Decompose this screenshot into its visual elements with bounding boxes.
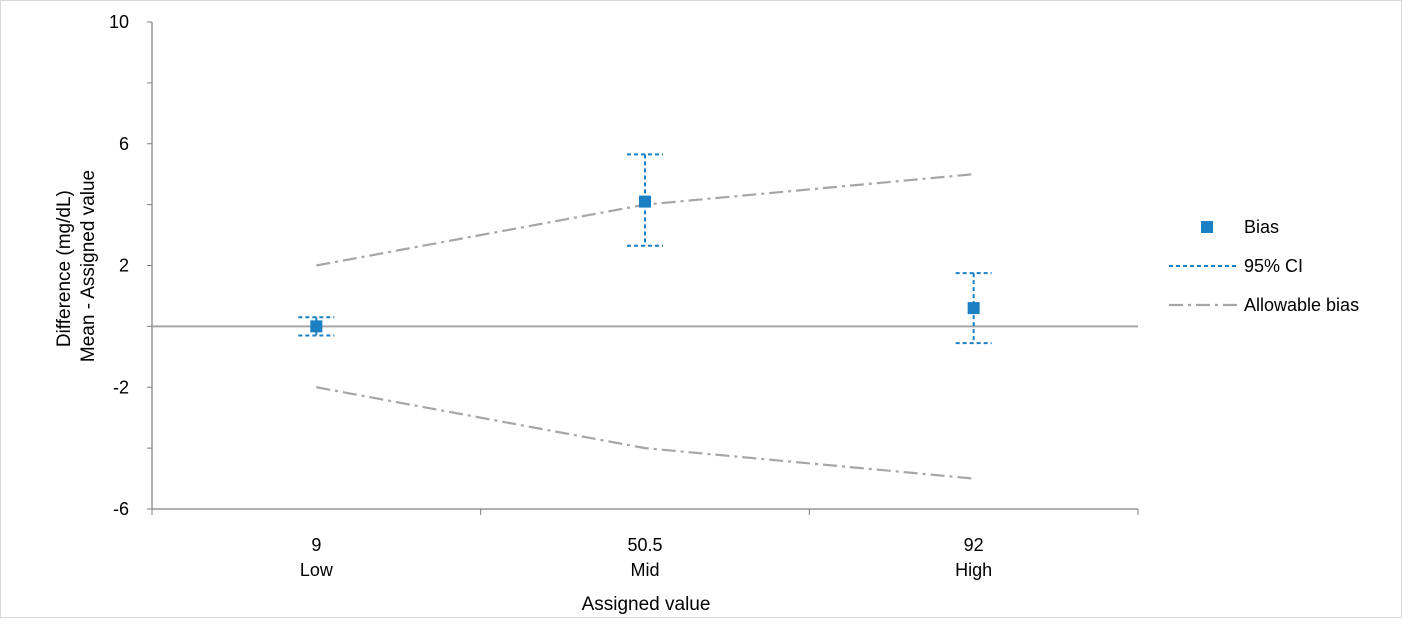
- legend: Bias 95% CI Allowable bias: [1169, 217, 1359, 315]
- allowable-bias-lower-line: [316, 386, 974, 480]
- x-tick-label: 92: [964, 535, 984, 555]
- y-tick-label: 2: [119, 256, 129, 276]
- y-tick-label: -6: [113, 499, 129, 519]
- x-axis-label: Assigned value: [582, 594, 711, 615]
- x-tick-label: 50.5: [627, 535, 662, 555]
- y-axis-label-line-2: Mean - Assigned value: [78, 170, 99, 362]
- x-tick-level-label: High: [955, 560, 992, 580]
- legend-bias-swatch: [1201, 221, 1213, 233]
- y-tick-label: 10: [109, 12, 129, 32]
- y-axis-label: Difference (mg/dL) Mean - Assigned value: [54, 170, 99, 362]
- bias-marker: [639, 195, 651, 208]
- bias-marker: [310, 320, 323, 333]
- axes: [147, 21, 1139, 515]
- y-tick-label: 6: [119, 134, 129, 154]
- y-axis-label-line-1: Difference (mg/dL): [54, 190, 75, 347]
- x-tick-labels: 9 Low 50.5 Mid 92 High: [300, 535, 992, 580]
- y-tick-label: -2: [113, 377, 129, 397]
- bias-marker: [967, 302, 980, 315]
- legend-label: Allowable bias: [1244, 295, 1359, 315]
- y-tick-labels: -6 -2 2 6 10: [109, 12, 129, 519]
- x-tick-label: 9: [311, 535, 321, 555]
- bias-markers: [310, 195, 980, 333]
- legend-label: Bias: [1244, 217, 1279, 237]
- legend-label: 95% CI: [1244, 256, 1303, 276]
- x-tick-level-label: Low: [300, 560, 334, 580]
- x-tick-level-label: Mid: [630, 560, 659, 580]
